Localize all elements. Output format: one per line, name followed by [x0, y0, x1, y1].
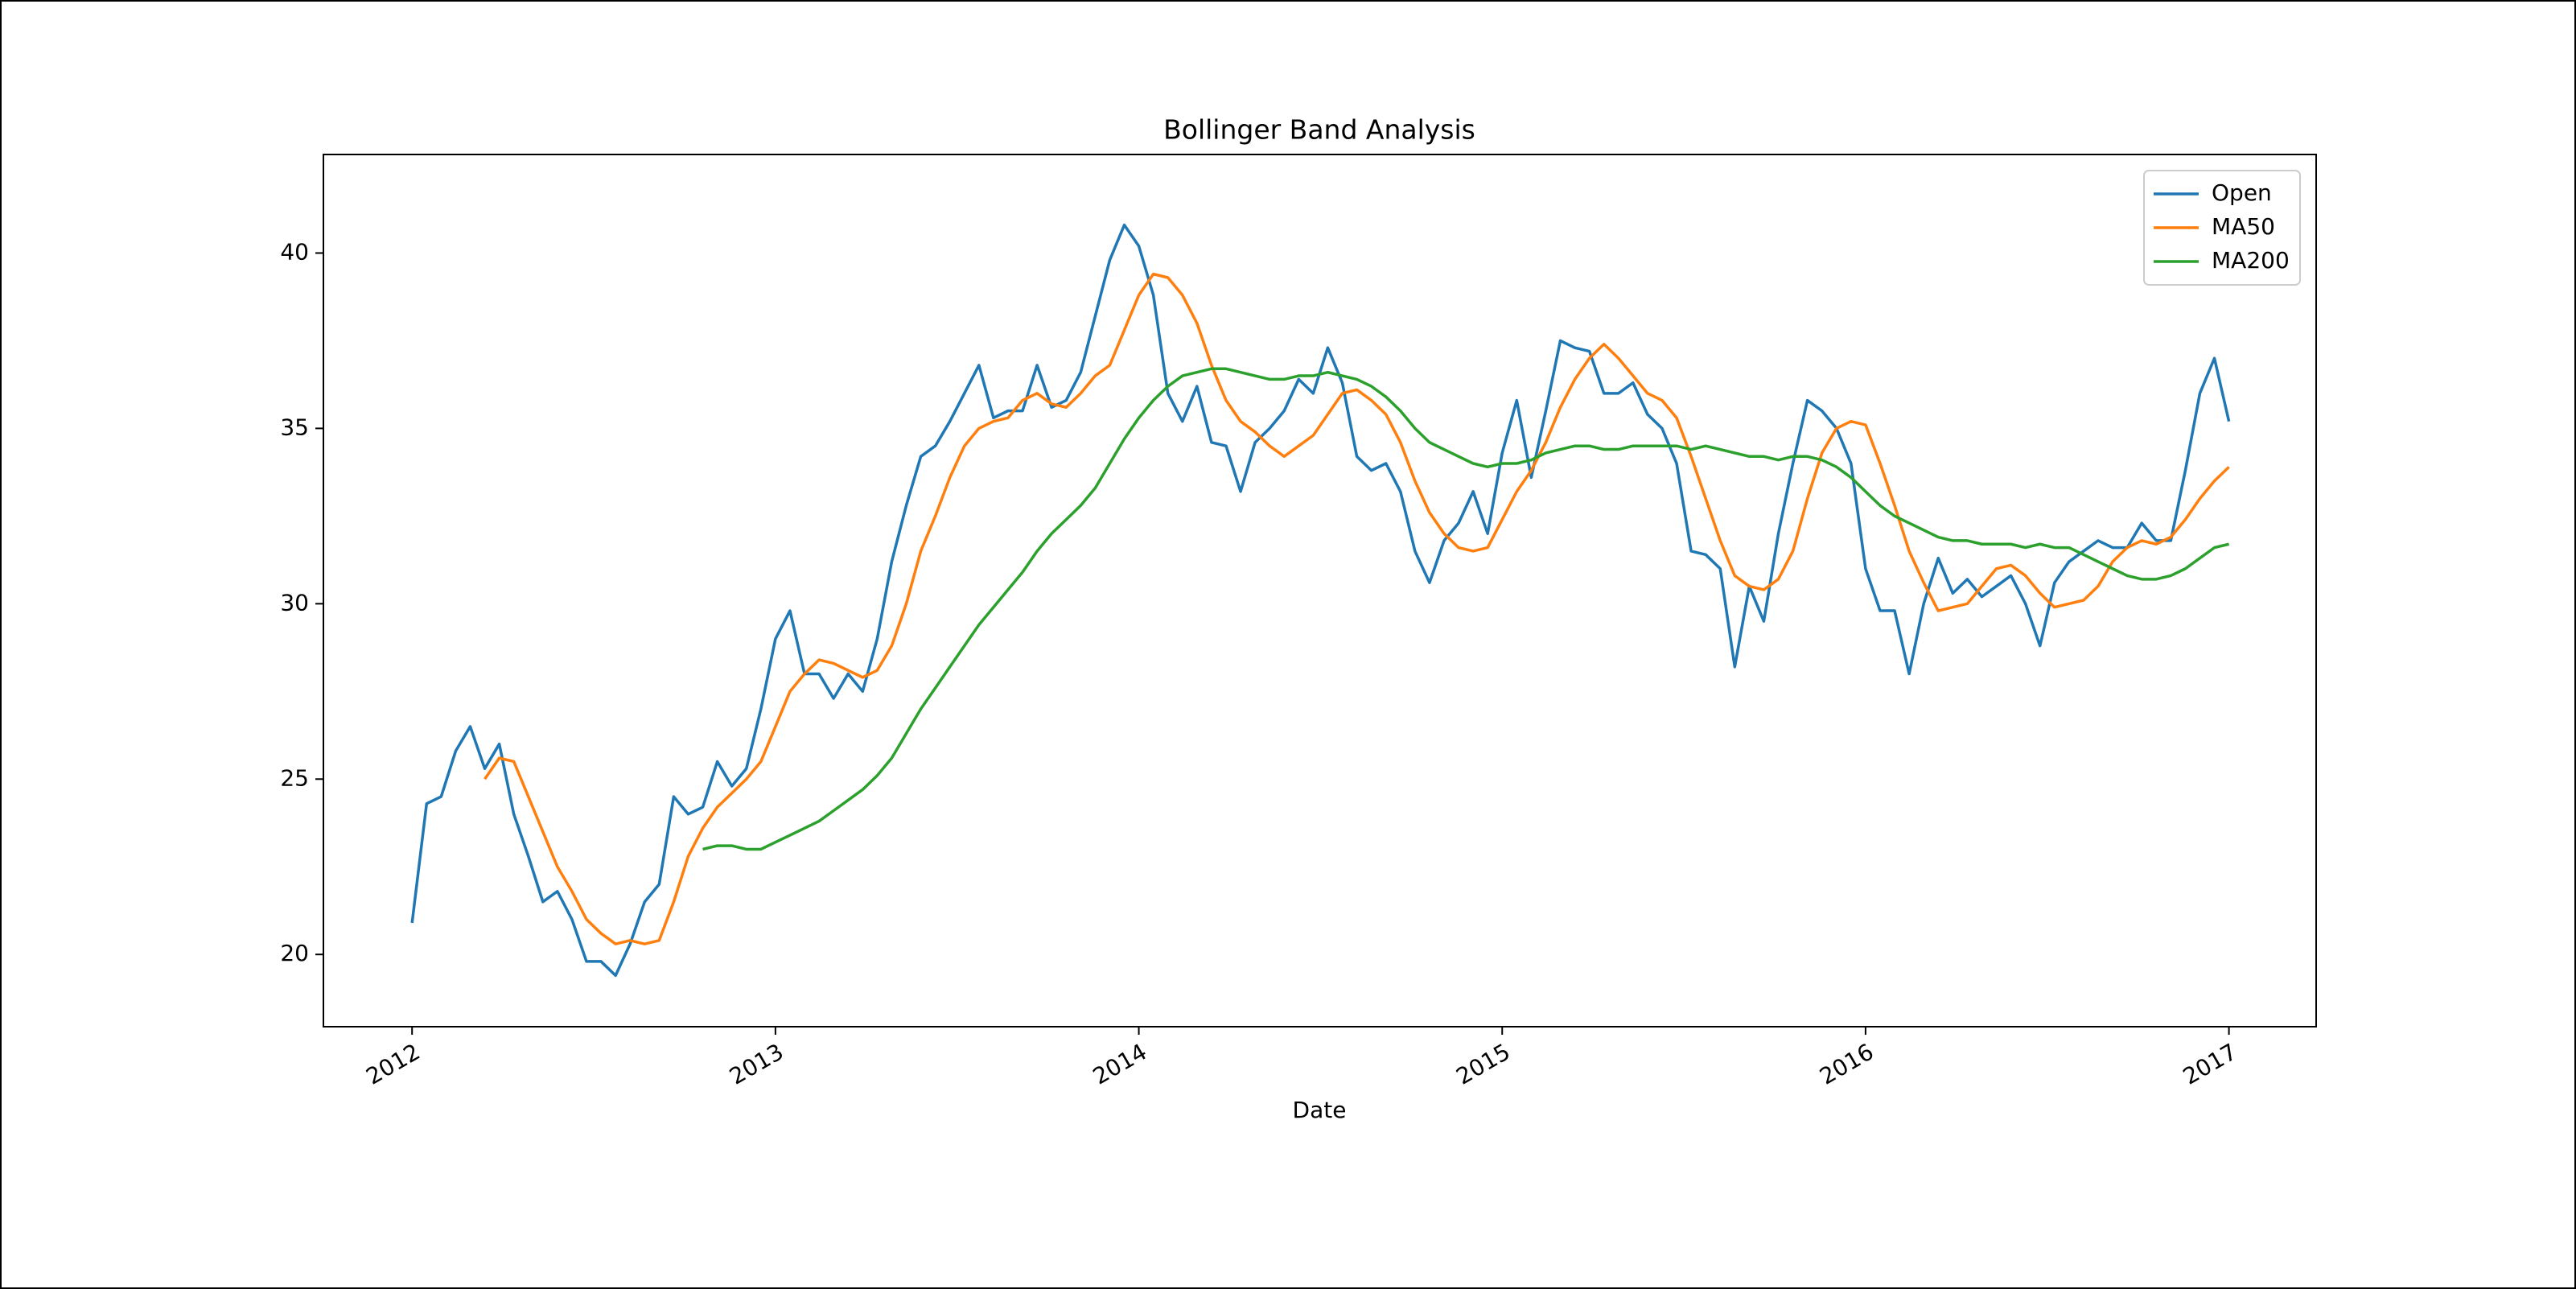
series-line: [484, 272, 2230, 945]
y-tick-label: 30: [280, 589, 309, 616]
y-tick-label: 40: [280, 238, 309, 265]
legend-label: MA200: [2212, 247, 2290, 274]
legend-label: Open: [2212, 179, 2272, 206]
plot-frame: [323, 154, 2317, 1027]
series-line: [702, 367, 2230, 851]
y-tick-label: 35: [280, 414, 309, 440]
legend-label: MA50: [2212, 213, 2275, 240]
series-line: [410, 223, 2231, 978]
y-tick-label: 25: [280, 764, 309, 791]
x-axis-label: Date: [1293, 1097, 1347, 1123]
legend-box: [2143, 170, 2301, 286]
chart-title: Bollinger Band Analysis: [1163, 114, 1475, 146]
y-tick-label: 20: [280, 940, 309, 966]
